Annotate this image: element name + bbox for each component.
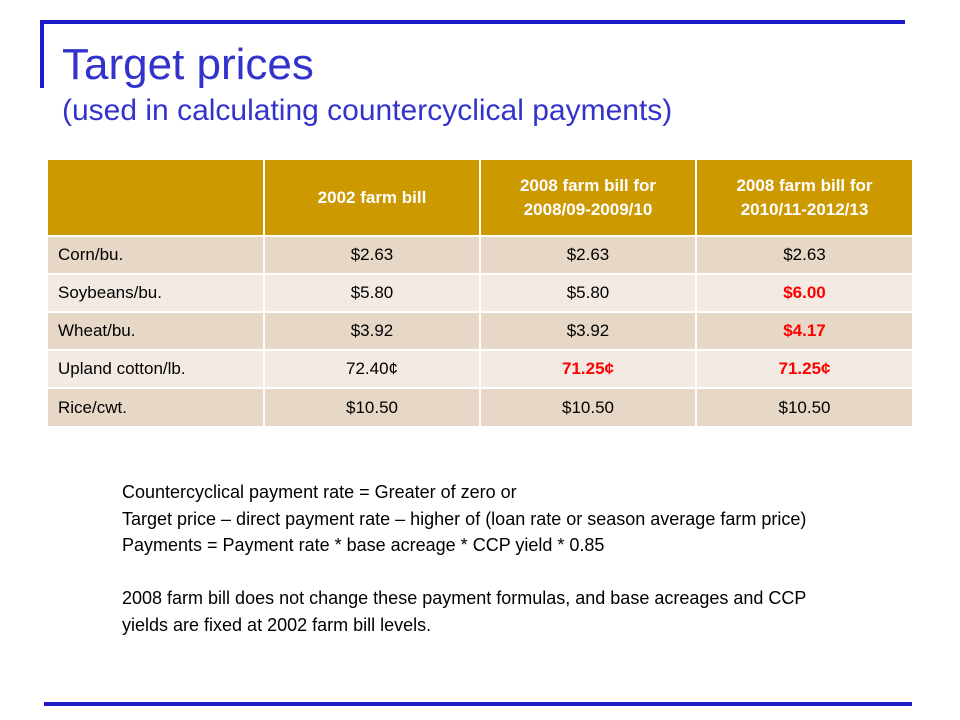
note-line: Target price – direct payment rate – hig… xyxy=(122,508,807,529)
note-spacer xyxy=(122,559,842,586)
table-row: Upland cotton/lb. 72.40¢ 71.25¢ 71.25¢ xyxy=(48,350,912,388)
row-label: Soybeans/bu. xyxy=(48,274,265,312)
header-cell-2002: 2002 farm bill xyxy=(264,160,481,236)
table-cell: $10.50 xyxy=(264,388,481,426)
table-cell: $5.80 xyxy=(480,274,697,312)
table-row: Corn/bu. $2.63 $2.63 $2.63 xyxy=(48,236,912,274)
row-label: Upland cotton/lb. xyxy=(48,350,265,388)
table-cell: $10.50 xyxy=(778,397,831,417)
header-cell-2008-early: 2008 farm bill for 2008/09-2009/10 xyxy=(480,160,697,236)
table-cell: $5.80 xyxy=(264,274,481,312)
header-text: 2008 farm bill for 2008/09-2009/10 xyxy=(519,175,657,219)
table-row: Rice/cwt. $10.50 $10.50 $10.50 xyxy=(48,388,912,426)
note-line: Countercyclical payment rate = Greater o… xyxy=(122,482,517,502)
row-label: Corn/bu. xyxy=(48,236,265,274)
target-prices-table: 2002 farm bill 2008 farm bill for 2008/0… xyxy=(48,160,912,426)
note-line: 2008 farm bill does not change these pay… xyxy=(122,588,807,635)
left-rule xyxy=(40,20,44,88)
table-row: Soybeans/bu. $5.80 $5.80 $6.00 xyxy=(48,274,912,312)
table-row: Wheat/bu. $3.92 $3.92 $4.17 xyxy=(48,312,912,350)
table-cell-highlighted: $4.17 xyxy=(783,321,826,340)
note-line: Payments = Payment rate * base acreage *… xyxy=(122,535,605,555)
top-rule xyxy=(40,20,905,24)
table-cell: 72.40¢ xyxy=(264,350,481,388)
table-cell: $3.92 xyxy=(480,312,697,350)
header-cell-empty xyxy=(48,160,265,236)
header-cell-2008-late: 2008 farm bill for 2010/11-2012/13 xyxy=(696,160,912,236)
table-cell: $10.50 xyxy=(480,388,697,426)
header-text: 2008 farm bill for 2010/11-2012/13 xyxy=(736,175,873,219)
table-cell: $3.92 xyxy=(264,312,481,350)
slide-title: Target prices xyxy=(62,40,314,89)
table-cell-highlighted: 71.25¢ xyxy=(480,350,697,388)
notes-block: Countercyclical payment rate = Greater o… xyxy=(122,479,842,638)
table-cell: $2.63 xyxy=(480,236,697,274)
table-header-row: 2002 farm bill 2008 farm bill for 2008/0… xyxy=(48,160,912,236)
slide-subtitle: (used in calculating countercyclical pay… xyxy=(62,94,673,127)
row-label: Wheat/bu. xyxy=(48,312,265,350)
table-cell-highlighted: 71.25¢ xyxy=(778,359,831,378)
table-cell: $2.63 xyxy=(264,236,481,274)
table-cell-highlighted: $6.00 xyxy=(783,283,826,302)
row-label: Rice/cwt. xyxy=(48,388,265,426)
bottom-rule xyxy=(44,702,912,706)
table-cell: $2.63 xyxy=(783,245,826,264)
